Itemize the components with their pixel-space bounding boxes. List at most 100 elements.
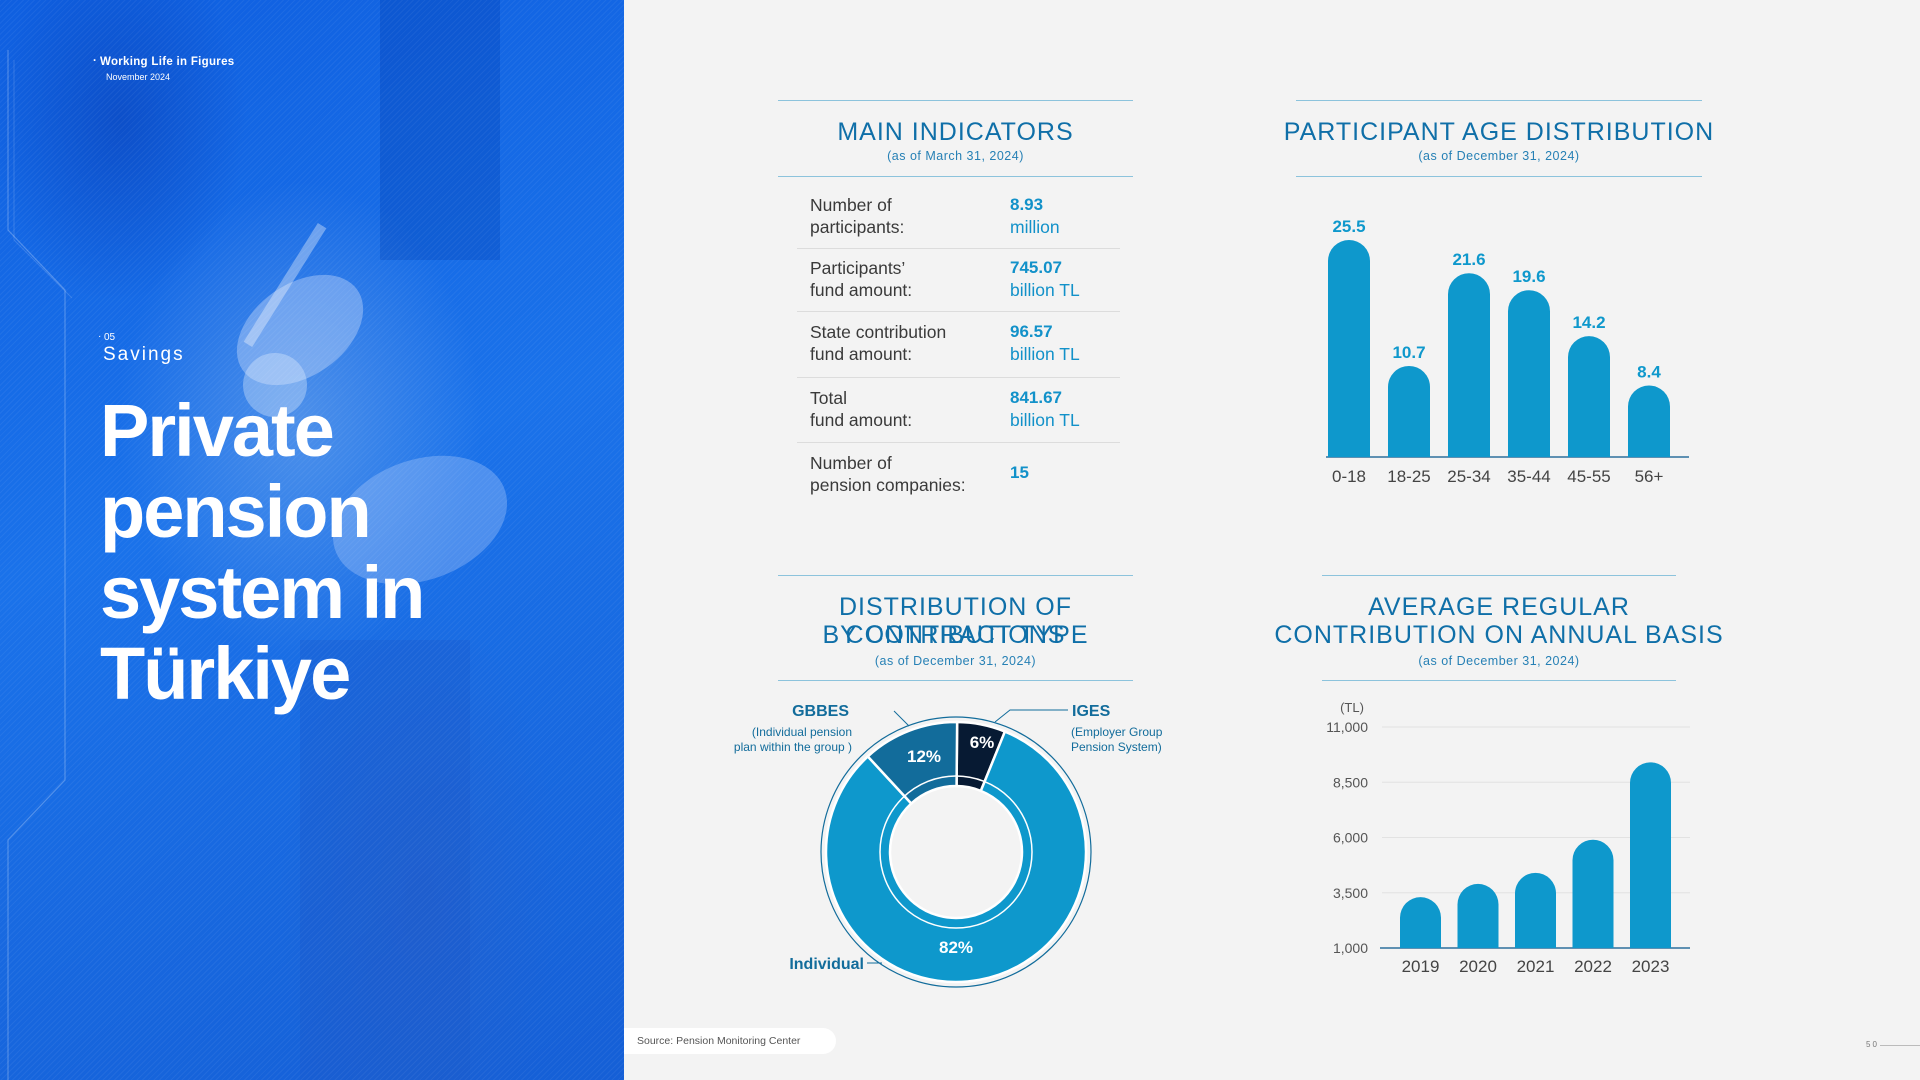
donut-inner-ring — [879, 775, 1033, 929]
age-bar — [1328, 240, 1370, 457]
iges-leader-line — [994, 709, 1068, 723]
annual-chart-title-line2: CONTRIBUTION ON ANNUAL BASIS — [1274, 621, 1724, 649]
indicator-value: 841.67 — [1010, 388, 1062, 407]
main-indicators-top-rule — [778, 100, 1133, 101]
age-bar-value-label: 8.4 — [1637, 363, 1661, 382]
annual-chart-subtitle: (as of December 31, 2024) — [1418, 654, 1580, 668]
indicator-label: Number of pension companies: — [810, 453, 966, 495]
main-indicators-table: Number of participants: 8.93 million Par… — [797, 194, 1120, 503]
annual-category-label: 2023 — [1632, 957, 1670, 976]
indicator-label: Total fund amount: — [810, 388, 913, 430]
indicator-label: Participants’ fund amount: — [810, 258, 913, 300]
iges-note: (Employer Group — [1071, 725, 1163, 739]
age-bar — [1388, 365, 1430, 457]
indicator-value: 745.07 — [1010, 258, 1062, 277]
indicator-label: Number of participants: — [810, 195, 905, 237]
indicator-value: 96.57 — [1010, 322, 1053, 341]
age-bar-value-label: 21.6 — [1452, 250, 1485, 269]
annual-y-tick-label: 3,500 — [1333, 885, 1368, 901]
donut-percent-label: 12% — [907, 747, 941, 766]
iges-label: IGES — [1072, 703, 1111, 720]
annual-chart-title-line1: AVERAGE REGULAR — [1368, 593, 1630, 621]
age-category-label: 45-55 — [1567, 467, 1610, 486]
annual-chart-top-rule — [1322, 575, 1676, 576]
age-bar-value-label: 19.6 — [1512, 267, 1545, 286]
contrib-chart-top-rule — [778, 575, 1133, 576]
gbbes-note: plan within the group ) — [734, 740, 852, 754]
indicator-value: 15 — [1010, 463, 1029, 482]
annual-bar — [1630, 762, 1671, 948]
page-number: 50 — [1866, 1040, 1879, 1049]
annual-category-label: 2021 — [1517, 957, 1555, 976]
annual-bar — [1457, 883, 1499, 948]
indicator-row: Participants’ fund amount: 745.07 billio… — [797, 249, 1120, 312]
iges-note: Pension System) — [1071, 740, 1162, 754]
age-category-label: 35-44 — [1507, 467, 1550, 486]
annual-y-tick-label: 6,000 — [1333, 830, 1368, 846]
age-category-label: 0-18 — [1332, 467, 1366, 486]
indicator-label: State contribution fund amount: — [810, 322, 947, 364]
main-indicators-subtitle: (as of March 31, 2024) — [887, 149, 1024, 163]
gbbes-note: (Individual pension — [752, 725, 852, 739]
annual-category-label: 2022 — [1574, 957, 1612, 976]
age-bar-value-label: 10.7 — [1392, 343, 1425, 362]
annual-bar — [1400, 897, 1441, 948]
age-bar-value-label: 25.5 — [1332, 217, 1365, 236]
donut-percent-label: 82% — [939, 938, 973, 957]
main-indicators-bottom-rule — [778, 176, 1133, 177]
age-category-label: 25-34 — [1447, 467, 1490, 486]
donut-percent-label: 6% — [970, 733, 995, 752]
page-number-rule — [1880, 1045, 1920, 1046]
annual-y-axis-unit: (TL) — [1340, 700, 1364, 715]
donut-hole — [892, 788, 1020, 916]
contrib-chart-title-line1: DISTRIBUTION OF CONTRIBUTIONS — [838, 593, 1073, 649]
contrib-chart-bottom-rule — [778, 680, 1133, 681]
contrib-chart-title-line2: BY CONTRACT TYPE — [822, 621, 1089, 649]
age-category-label: 56+ — [1635, 467, 1664, 486]
individual-label: Individual — [789, 956, 864, 973]
age-bar — [1628, 385, 1670, 457]
donut-slice-individual — [824, 729, 1088, 984]
section-name: Savings — [103, 344, 185, 365]
age-bar — [1568, 336, 1610, 457]
age-chart-bottom-rule — [1296, 176, 1702, 177]
age-chart-title: PARTICIPANT AGE DISTRIBUTION — [1283, 118, 1715, 146]
contrib-chart-subtitle: (as of December 31, 2024) — [874, 654, 1037, 668]
annual-category-label: 2019 — [1402, 957, 1440, 976]
annual-bar — [1514, 872, 1556, 948]
indicator-unit: billion TL — [1010, 344, 1080, 364]
hero-panel — [0, 0, 624, 1080]
age-bar — [1448, 273, 1490, 457]
indicator-row: Number of pension companies: 15 — [797, 443, 1120, 503]
section-number: 05 — [98, 331, 115, 343]
gbbes-label: GBBES — [792, 703, 849, 720]
annual-y-tick-label: 11,000 — [1326, 719, 1368, 735]
report-date: November 2024 — [106, 72, 171, 82]
annual-bar — [1572, 839, 1614, 948]
indicator-row: Total fund amount: 841.67 billion TL — [797, 378, 1120, 443]
donut-slice-gbbes — [866, 720, 959, 806]
age-chart-top-rule — [1296, 100, 1702, 101]
indicator-row: State contribution fund amount: 96.57 bi… — [797, 312, 1120, 378]
age-category-label: 18-25 — [1387, 467, 1430, 486]
report-name: Working Life in Figures — [93, 55, 234, 68]
age-bar — [1508, 290, 1550, 457]
annual-y-tick-label: 1,000 — [1333, 940, 1368, 956]
source-pill — [624, 1028, 836, 1054]
indicator-unit: billion TL — [1010, 410, 1080, 430]
age-bar-value-label: 14.2 — [1572, 313, 1605, 332]
annual-y-tick-label: 8,500 — [1333, 774, 1368, 790]
gbbes-leader-line — [893, 710, 910, 727]
annual-chart-bottom-rule — [1322, 680, 1676, 681]
indicator-row: Number of participants: 8.93 million — [797, 194, 1120, 249]
source-note: Source: Pension Monitoring Center — [637, 1035, 801, 1047]
page-title: Private pension system in Türkiye — [100, 389, 425, 715]
donut-outer-ring — [820, 716, 1092, 988]
indicator-value: 8.93 — [1010, 195, 1044, 214]
annual-category-label: 2020 — [1459, 957, 1497, 976]
main-indicators-title: MAIN INDICATORS — [837, 118, 1074, 146]
indicator-unit: billion TL — [1010, 280, 1080, 300]
indicator-unit: million — [1010, 217, 1060, 237]
age-chart-subtitle: (as of December 31, 2024) — [1418, 149, 1580, 163]
